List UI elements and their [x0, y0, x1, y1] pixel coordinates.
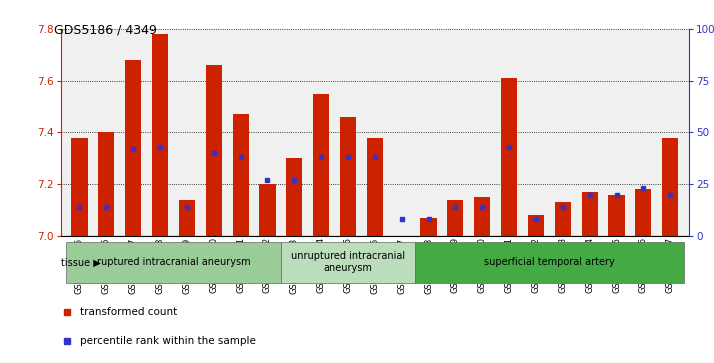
- Bar: [528, 215, 544, 236]
- Bar: [281, 242, 415, 283]
- Bar: [71, 138, 88, 236]
- Bar: [421, 218, 436, 236]
- Bar: [286, 158, 302, 236]
- Bar: [367, 138, 383, 236]
- Bar: [99, 132, 114, 236]
- Text: unruptured intracranial
aneurysm: unruptured intracranial aneurysm: [291, 252, 405, 273]
- Text: GDS5186 / 4349: GDS5186 / 4349: [54, 24, 156, 37]
- Bar: [474, 197, 491, 236]
- Bar: [448, 200, 463, 236]
- Bar: [152, 34, 168, 236]
- Bar: [662, 138, 678, 236]
- Text: percentile rank within the sample: percentile rank within the sample: [79, 336, 256, 346]
- Text: tissue ▶: tissue ▶: [61, 257, 101, 267]
- Bar: [125, 60, 141, 236]
- Bar: [206, 65, 222, 236]
- Bar: [582, 192, 598, 236]
- Bar: [313, 94, 329, 236]
- Bar: [340, 117, 356, 236]
- Bar: [555, 202, 571, 236]
- Bar: [66, 242, 281, 283]
- Bar: [635, 189, 651, 236]
- Bar: [501, 78, 517, 236]
- Text: ruptured intracranial aneurysm: ruptured intracranial aneurysm: [96, 257, 251, 267]
- Text: superficial temporal artery: superficial temporal artery: [484, 257, 615, 267]
- Bar: [608, 195, 625, 236]
- Bar: [233, 114, 248, 236]
- Bar: [259, 184, 276, 236]
- Bar: [415, 242, 683, 283]
- Bar: [178, 200, 195, 236]
- Text: transformed count: transformed count: [79, 307, 177, 317]
